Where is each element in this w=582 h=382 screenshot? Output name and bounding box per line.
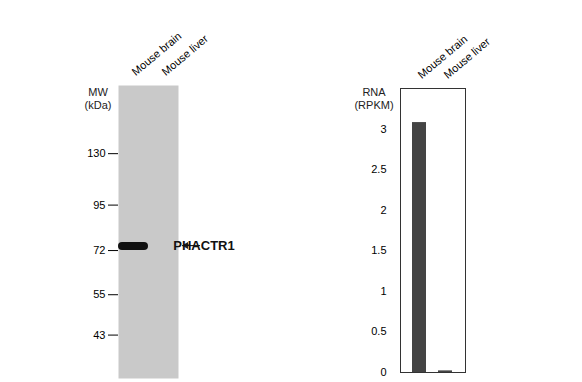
svg-text:95: 95 bbox=[93, 199, 105, 211]
svg-text:2.5: 2.5 bbox=[371, 163, 386, 175]
html-text:RNA (RPKM): RNA (RPKM) bbox=[354, 86, 394, 111]
svg-text:Mouse brain: Mouse brain bbox=[129, 29, 184, 78]
svg-text:43: 43 bbox=[93, 329, 105, 341]
svg-text:Mouse liver: Mouse liver bbox=[159, 32, 210, 78]
svg-text:PHACTR1: PHACTR1 bbox=[173, 238, 234, 253]
svg-text:72: 72 bbox=[93, 244, 105, 256]
svg-text:0.5: 0.5 bbox=[371, 325, 386, 337]
svg-text:1: 1 bbox=[380, 285, 386, 297]
html-text:MW (kDa): MW (kDa) bbox=[84, 86, 112, 111]
svg-text:2: 2 bbox=[380, 204, 386, 216]
svg-text:130: 130 bbox=[87, 147, 105, 159]
svg-text:Mouse brain: Mouse brain bbox=[415, 32, 470, 81]
svg-text:55: 55 bbox=[93, 288, 105, 300]
svg-text:1.5: 1.5 bbox=[371, 244, 386, 256]
svg-text:3: 3 bbox=[380, 123, 386, 135]
svg-text:0: 0 bbox=[380, 366, 386, 378]
svg-text:Mouse liver: Mouse liver bbox=[441, 35, 492, 81]
